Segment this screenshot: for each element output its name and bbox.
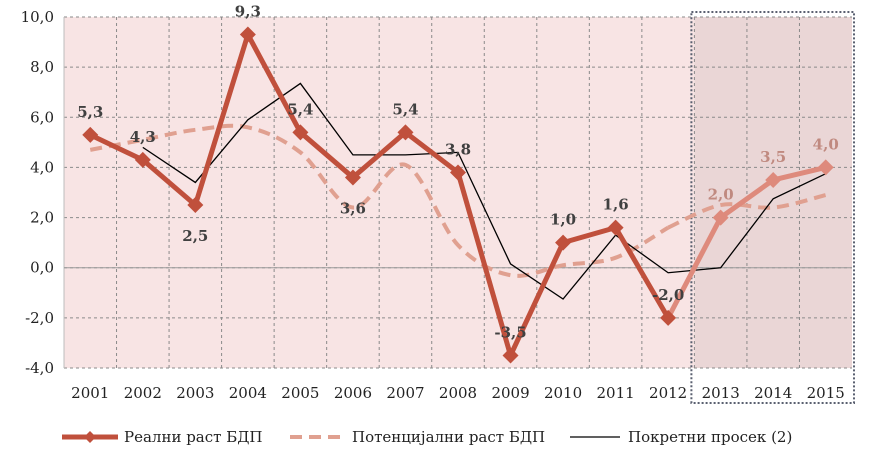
gridlines (63, 16, 852, 369)
data-label: 3,8 (445, 140, 471, 158)
y-tick-label: 0,0 (30, 259, 54, 277)
series-lines (82, 26, 834, 364)
real-growth-marker (660, 309, 677, 326)
x-tick-label: 2014 (754, 384, 792, 402)
y-tick-label: 4,0 (30, 158, 54, 176)
data-label: 5,4 (287, 100, 313, 118)
real-growth-marker (397, 124, 414, 141)
x-axis-ticks: 2001 2002 2003 2004 2005 2006 2007 2008 2009 2010… (71, 384, 845, 402)
real-growth-marker (712, 209, 729, 226)
legend-label-potential: Потенцијални раст БДП (352, 428, 545, 446)
y-tick-label: 6,0 (30, 108, 54, 126)
data-label: 5,4 (392, 100, 418, 118)
real-growth-marker (82, 126, 99, 143)
real-growth-marker (765, 171, 782, 188)
x-tick-label: 2010 (544, 384, 582, 402)
x-tick-label: 2001 (71, 384, 109, 402)
series-real-growth-forecast (665, 164, 827, 320)
series-real-growth (89, 32, 671, 358)
data-label: 3,6 (340, 199, 366, 217)
data-label: 3,5 (760, 148, 786, 166)
real-growth-marker (344, 169, 361, 186)
real-growth-marker (134, 151, 151, 168)
real-growth-marker (292, 124, 309, 141)
series-moving-average (142, 82, 827, 300)
forecast-period-background (694, 17, 852, 368)
x-tick-label: 2012 (649, 384, 687, 402)
series-potential-growth-forecast (667, 193, 827, 230)
y-tick-label: 8,0 (30, 58, 54, 76)
data-label: -3,5 (494, 323, 526, 341)
x-tick-label: 2009 (491, 384, 529, 402)
data-label: 2,5 (182, 227, 208, 245)
data-label: 5,3 (77, 103, 103, 121)
real-growth-marker (187, 197, 204, 214)
x-tick-label: 2006 (334, 384, 372, 402)
real-growth-marker (817, 159, 834, 176)
x-tick-label: 2015 (807, 384, 845, 402)
y-tick-label: 2,0 (30, 209, 54, 227)
data-label: 4,3 (130, 128, 156, 146)
y-tick-label: 10,0 (21, 8, 54, 26)
legend-label-real: Реални раст БДП (124, 428, 263, 446)
x-tick-label: 2002 (124, 384, 162, 402)
y-axis-ticks: -4,0 -2,0 0,0 2,0 4,0 6,0 8,0 10,0 (21, 8, 54, 377)
y-tick-label: -4,0 (25, 359, 54, 377)
data-label: 1,0 (550, 211, 576, 229)
data-label: 1,6 (603, 196, 629, 214)
real-growth-marker (502, 347, 519, 364)
y-tick-label: -2,0 (25, 309, 54, 327)
real-growth-marker (607, 219, 624, 236)
forecast-period-frame (690, 11, 856, 404)
x-tick-label: 2007 (386, 384, 424, 402)
data-label: 2,0 (708, 186, 734, 204)
real-growth-marker (555, 234, 572, 251)
legend-label-moving: Покретни просек (2) (628, 428, 792, 446)
x-tick-label: 2004 (229, 384, 267, 402)
legend-marker-real (84, 431, 96, 443)
real-growth-marker (239, 26, 256, 43)
data-labels: 5,3 4,3 2,5 9,3 5,4 3,6 5,4 3,8 -3,5 1,0 1,6 -2,0 2,… (77, 3, 839, 342)
real-growth-marker (450, 164, 466, 181)
x-tick-label: 2005 (281, 384, 319, 402)
x-tick-label: 2003 (176, 384, 214, 402)
x-tick-label: 2011 (597, 384, 635, 402)
series-potential-growth (89, 123, 670, 278)
x-tick-label: 2013 (702, 384, 740, 402)
legend: Реални раст БДП Потенцијални раст БДП Покр… (62, 428, 792, 446)
data-label: -2,0 (652, 286, 684, 304)
data-label: 9,3 (235, 3, 261, 21)
data-label: 4,0 (813, 135, 839, 153)
x-tick-label: 2008 (439, 384, 477, 402)
